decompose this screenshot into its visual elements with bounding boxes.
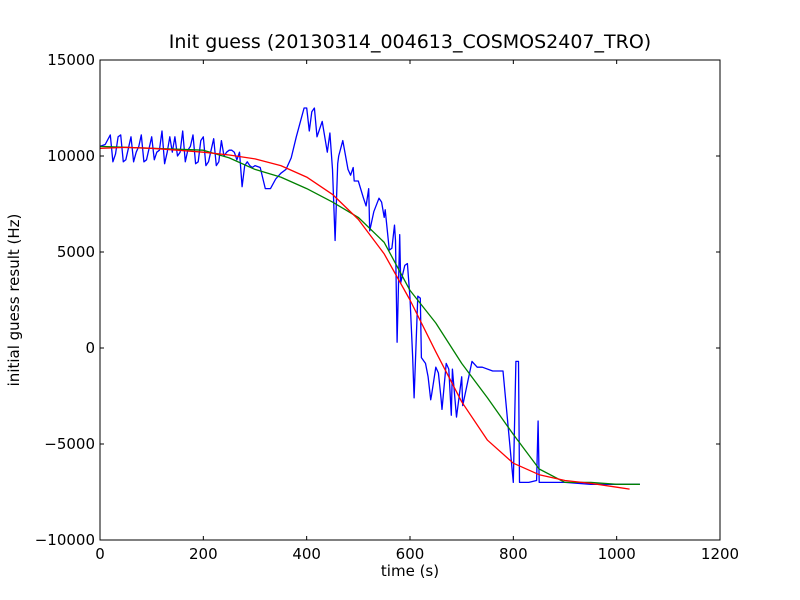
- x-tick-label: 0: [95, 545, 105, 563]
- y-tick-label: 10000: [47, 147, 95, 165]
- series-line-3: [99, 146, 630, 490]
- tick-layer: 0 200 400 600 800 1000 1200 −10000 −5000 0 5000 100…: [35, 51, 739, 563]
- y-axis-label: initial guess result (Hz): [5, 214, 23, 387]
- x-tick-label: 600: [396, 545, 425, 563]
- x-tick-label: 1200: [701, 545, 739, 563]
- y-tick-label: 15000: [47, 51, 95, 69]
- x-tick-label: 400: [292, 545, 321, 563]
- chart-title: Init guess (20130314_004613_COSMOS2407_T…: [169, 31, 651, 53]
- series-layer: [99, 107, 640, 490]
- x-axis-label: time (s): [381, 562, 439, 580]
- x-tick-label: 800: [499, 545, 528, 563]
- series-line-1: [99, 107, 640, 485]
- y-tick-label: 0: [85, 339, 95, 357]
- x-tick-label: 200: [189, 545, 218, 563]
- y-tick-label: 5000: [57, 243, 95, 261]
- y-tick-label: −10000: [35, 531, 95, 549]
- x-tick-label: 1000: [598, 545, 636, 563]
- y-tick-label: −5000: [44, 435, 95, 453]
